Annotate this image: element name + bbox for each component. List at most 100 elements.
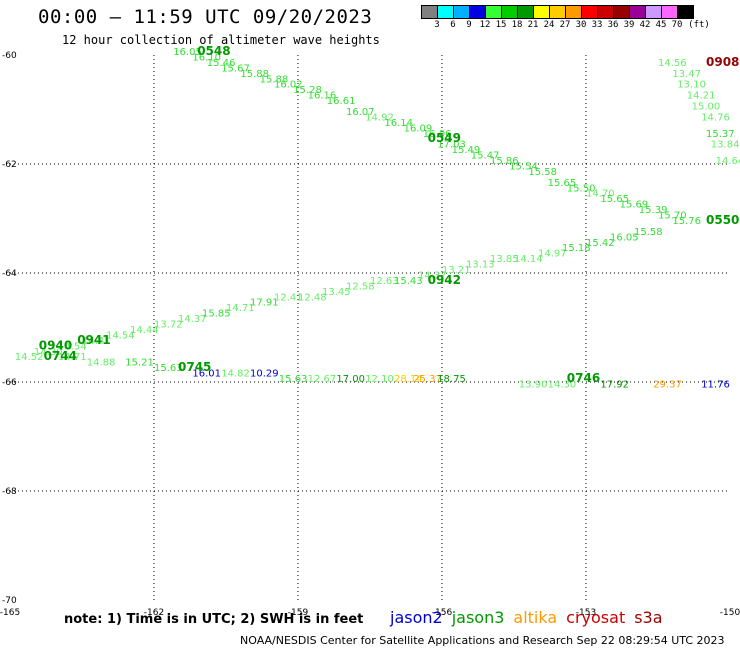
wave-height-value: 16.05: [610, 232, 639, 243]
wave-height-value: 15.65: [548, 178, 577, 189]
map-subtitle: 12 hour collection of altimeter wave hei…: [62, 33, 380, 47]
color-scale-label: 27: [559, 20, 571, 30]
wave-height-value: 14.37: [418, 270, 447, 281]
wave-height-value: 13.85: [490, 254, 519, 265]
wave-height-value: 15.49: [452, 145, 481, 156]
color-scale-label: 6: [450, 20, 456, 30]
wave-height-value: 14.30: [548, 379, 577, 390]
wave-height-points: 16.0516.1015.4615.6715.8815.8816.0215.28…: [15, 47, 740, 390]
latitude-tick-label: -70: [2, 596, 17, 606]
wave-height-value: 16.02: [274, 80, 303, 91]
latitude-tick-label: -62: [2, 160, 17, 170]
wave-height-value: 14.52: [15, 352, 44, 363]
color-scale-label: 33: [591, 20, 603, 30]
track-time-label: 0942: [428, 273, 461, 287]
legend-entry-cryosat: cryosat: [566, 608, 626, 627]
wave-height-value: 16.06: [423, 129, 452, 140]
track-time-label: 0908: [706, 55, 739, 69]
latitude-tick-label: -60: [2, 51, 17, 61]
wave-height-value: 14.14: [514, 254, 543, 265]
color-scale-label: (ft): [688, 20, 710, 30]
wave-height-value: 16.09: [404, 123, 433, 134]
wave-height-value: 15.67: [221, 63, 250, 74]
wave-height-value: 14.82: [221, 369, 250, 380]
wave-height-value: 16.07: [346, 107, 375, 118]
wave-height-value: 12.48: [298, 292, 327, 303]
wave-height-value: 15.43: [394, 276, 423, 287]
wave-height-value: 14.71: [226, 303, 255, 314]
wave-height-value: 15.28: [293, 85, 322, 96]
color-scale-label: 39: [623, 20, 635, 30]
wave-height-value: 15.47: [471, 151, 500, 162]
color-scale-label: 18: [511, 20, 523, 30]
axis-ticks: -165 -162 -159 -156 -153 -150 -60 -62 -64 -66 -68 -…: [0, 51, 740, 618]
color-scale-label: 21: [527, 20, 539, 30]
latitude-tick-label: -68: [2, 487, 17, 497]
wave-height-value: 14.71: [58, 352, 87, 363]
track-time-label: 0744: [44, 349, 77, 363]
wave-height-value: 15.39: [639, 205, 668, 216]
color-scale-label: 3: [434, 20, 440, 30]
color-scale-label: 36: [607, 20, 619, 30]
wave-height-value: 13.21: [442, 265, 471, 276]
wave-height-value: 16.61: [327, 96, 356, 107]
wave-height-value: 15.88: [240, 69, 269, 80]
wave-height-value: 14.54: [58, 341, 87, 352]
wave-height-value: 14.92: [365, 112, 394, 123]
wave-height-value: 10.29: [250, 369, 279, 380]
wave-height-value: 16.14: [384, 118, 413, 129]
wave-height-value: 13.10: [677, 80, 706, 91]
map-grid: [10, 55, 730, 600]
color-scale-label: 45: [655, 20, 667, 30]
color-scale-label: 9: [466, 20, 472, 30]
wave-height-value: 14.37: [178, 314, 207, 325]
wave-height-value: 13.72: [154, 320, 183, 331]
wave-height-value: 15.21: [125, 358, 154, 369]
track-time-label: 0745: [178, 360, 211, 374]
wave-height-value: 15.70: [658, 211, 687, 222]
wave-height-value: 15.69: [620, 200, 649, 211]
wave-height-value: 18.75: [437, 374, 466, 385]
wave-height-value: 14.56: [658, 58, 687, 69]
wave-height-value: 16.10: [192, 52, 221, 63]
wave-height-value: 29.37: [653, 379, 682, 390]
color-scale-bar: [421, 5, 694, 19]
longitude-tick-label: -159: [288, 608, 309, 618]
wave-height-value: 13.84: [711, 140, 740, 151]
wave-height-value: 15.65: [600, 194, 629, 205]
wave-height-value: 14.70: [586, 189, 615, 200]
wave-height-value: 13.90: [519, 379, 548, 390]
wave-height-value: 15.18: [562, 243, 591, 254]
wave-height-value: 14.76: [701, 112, 730, 123]
wave-height-value: 28.14: [394, 374, 423, 385]
color-scale-labels: 3 6 9 12 15 18 21 24 27 30 33 36 39 42 45 70 (ft): [421, 20, 740, 34]
satellite-legend: jason2 jason3 altika cryosat s3a: [390, 608, 672, 627]
wave-height-value: 15.58: [634, 227, 663, 238]
legend-entry-s3a: s3a: [634, 608, 663, 627]
color-scale-label: 70: [671, 20, 683, 30]
wave-height-value: 12.41: [274, 292, 303, 303]
wave-height-value: 15.46: [207, 58, 236, 69]
track-time-label: 0746: [567, 371, 600, 385]
wave-height-value: 17.91: [250, 298, 279, 309]
wave-height-value: 15.63: [279, 374, 308, 385]
color-scale-label: 24: [543, 20, 555, 30]
wave-height-value: 11.76: [701, 379, 730, 390]
latitude-tick-label: -64: [2, 269, 17, 279]
longitude-tick-label: -153: [576, 608, 596, 618]
wave-height-value: 15.63: [154, 363, 183, 374]
wave-height-value: 12.10: [365, 374, 394, 385]
wave-height-value: 15.85: [202, 309, 231, 320]
wave-height-value: 16.16: [308, 91, 337, 102]
wave-height-value: 16.01: [192, 369, 221, 380]
wave-height-value: 12.67: [308, 374, 337, 385]
wave-height-value: 17.00: [336, 374, 365, 385]
wave-height-value: 14.54: [106, 330, 135, 341]
longitude-tick-label: -156: [432, 608, 453, 618]
wave-height-value: 17.92: [600, 379, 629, 390]
note-text: note: 1) Time is in UTC; 2) SWH is in fe…: [64, 612, 364, 627]
wave-height-value: 15.76: [672, 216, 701, 227]
wave-height-value: 14.88: [87, 358, 116, 369]
